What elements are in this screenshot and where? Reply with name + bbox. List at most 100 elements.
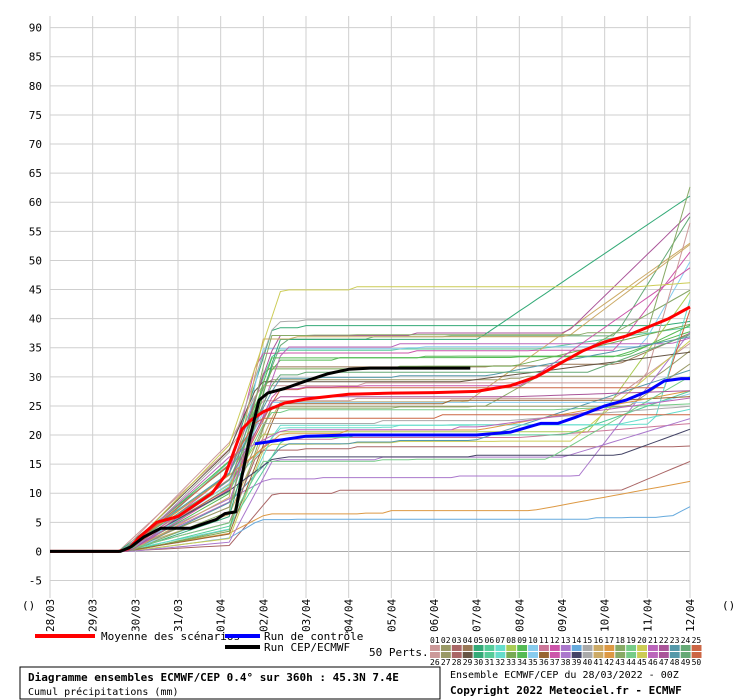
pert-number-top: 24 [681, 636, 691, 645]
pert-swatch [615, 652, 626, 658]
pert-number-top: 09 [517, 636, 527, 645]
y-unit-label: () [22, 599, 35, 612]
y-tick-label: 80 [29, 80, 42, 93]
x-tick-label: 30/03 [129, 599, 142, 632]
pert-number-bottom: 43 [615, 658, 625, 667]
main-series-lines [50, 305, 691, 553]
x-tick-label: 09/04 [556, 599, 569, 632]
pert-number-top: 03 [452, 636, 462, 645]
perturbation-line [50, 261, 691, 552]
pert-swatch [473, 645, 484, 651]
info-box: Diagramme ensembles ECMWF/CEP 0.4° sur 3… [19, 666, 441, 700]
pert-number-top: 10 [528, 636, 538, 645]
pert-number-top: 18 [615, 636, 625, 645]
pert-swatch [593, 645, 604, 651]
x-tick-label: 02/04 [257, 599, 270, 632]
y-tick-label: 50 [29, 254, 42, 267]
series-line [254, 377, 690, 446]
pert-number-bottom: 37 [550, 658, 560, 667]
pert-swatch [626, 652, 637, 658]
pert-swatch [539, 652, 549, 658]
perturbation-line [50, 289, 691, 552]
perturbation-line [50, 244, 691, 552]
perturbation-swatch-grid: 01 02 03 04 05 06 07 08 09 10 11 12 13 14 15 16 17 18 19 20… [430, 636, 702, 667]
perturbation-line [50, 397, 691, 552]
x-tick-label: 05/04 [385, 599, 398, 632]
x-tick-label: 07/04 [471, 599, 484, 632]
pert-number-bottom: 45 [637, 658, 647, 667]
y-tick-label: 0 [35, 545, 42, 558]
pert-number-top: 07 [495, 636, 505, 645]
pert-number-top: 20 [637, 636, 647, 645]
pert-number-bottom: 46 [648, 658, 658, 667]
legend-cep-label: Run CEP/ECMWF [264, 641, 350, 654]
pert-swatch [451, 645, 462, 651]
perturbation-line [50, 334, 691, 552]
pert-number-bottom: 40 [583, 658, 593, 667]
perturbation-line [50, 186, 691, 552]
pert-number-bottom: 30 [474, 658, 484, 667]
pert-number-bottom: 36 [539, 658, 549, 667]
x-tick-label: 06/04 [428, 599, 441, 632]
pert-swatch [615, 645, 626, 651]
pert-number-bottom: 41 [594, 658, 604, 667]
y-tick-label: 10 [29, 487, 42, 500]
perturbation-line [50, 351, 691, 552]
pert-swatch [571, 652, 582, 658]
pert-swatch [506, 645, 517, 651]
pert-swatch [669, 645, 680, 651]
pert-number-top: 11 [539, 636, 549, 645]
info-box-subtitle: Cumul précipitations (mm) [28, 686, 179, 698]
pert-number-top: 19 [626, 636, 636, 645]
chart-grid [49, 16, 691, 598]
perturbation-line [50, 350, 691, 552]
pert-number-top: 05 [474, 636, 484, 645]
legend-perts-label: 50 Perts. [369, 646, 429, 659]
x-tick-label: 01/04 [215, 599, 228, 632]
x-tick-label: 10/04 [599, 599, 612, 632]
y-tick-label: 15 [29, 458, 42, 471]
pert-number-bottom: 38 [561, 658, 571, 667]
y-tick-label: 85 [29, 51, 42, 64]
y-tick-label: 45 [29, 284, 42, 297]
perturbation-line [50, 396, 691, 552]
x-tick-label: 11/04 [641, 599, 654, 632]
pert-swatch [539, 645, 549, 651]
pert-number-bottom: 31 [485, 658, 495, 667]
pert-number-top: 21 [648, 636, 658, 645]
y-tick-label: 65 [29, 167, 42, 180]
pert-number-top: 15 [583, 636, 593, 645]
pert-swatch [528, 645, 538, 651]
pert-swatch [549, 652, 560, 658]
x-tick-labels: 28/03 29/03 30/03 31/03 01/04 02/04 03/04 04/04… [44, 599, 697, 632]
perturbation-line [50, 282, 691, 552]
pert-swatch [648, 652, 658, 658]
pert-swatch [506, 652, 517, 658]
pert-swatch [495, 645, 506, 651]
perturbation-line [50, 324, 691, 552]
perturbation-line [50, 267, 691, 552]
pert-swatch [484, 645, 495, 651]
pert-number-bottom: 47 [659, 658, 669, 667]
series-line [50, 366, 471, 553]
pert-swatch [430, 645, 440, 651]
y-tick-label: 90 [29, 22, 42, 35]
pert-number-bottom: 50 [692, 658, 702, 667]
perturbation-line [50, 216, 691, 552]
pert-number-top: 23 [670, 636, 680, 645]
legend: Moyenne des scénarios Run de contrôle Ru… [35, 630, 702, 667]
pert-number-bottom: 35 [528, 658, 538, 667]
perturbation-line [50, 369, 691, 552]
pert-swatch [680, 645, 691, 651]
pert-swatch [560, 652, 571, 658]
pert-number-bottom: 48 [670, 658, 680, 667]
y-tick-label: 35 [29, 342, 42, 355]
x-tick-label: 28/03 [44, 599, 57, 632]
perturbation-line [50, 242, 691, 552]
perturbation-line [50, 340, 691, 552]
y-tick-label: 55 [29, 225, 42, 238]
x-unit-label: () [722, 599, 735, 612]
pert-swatch [451, 652, 462, 658]
perturbation-line [50, 299, 691, 552]
